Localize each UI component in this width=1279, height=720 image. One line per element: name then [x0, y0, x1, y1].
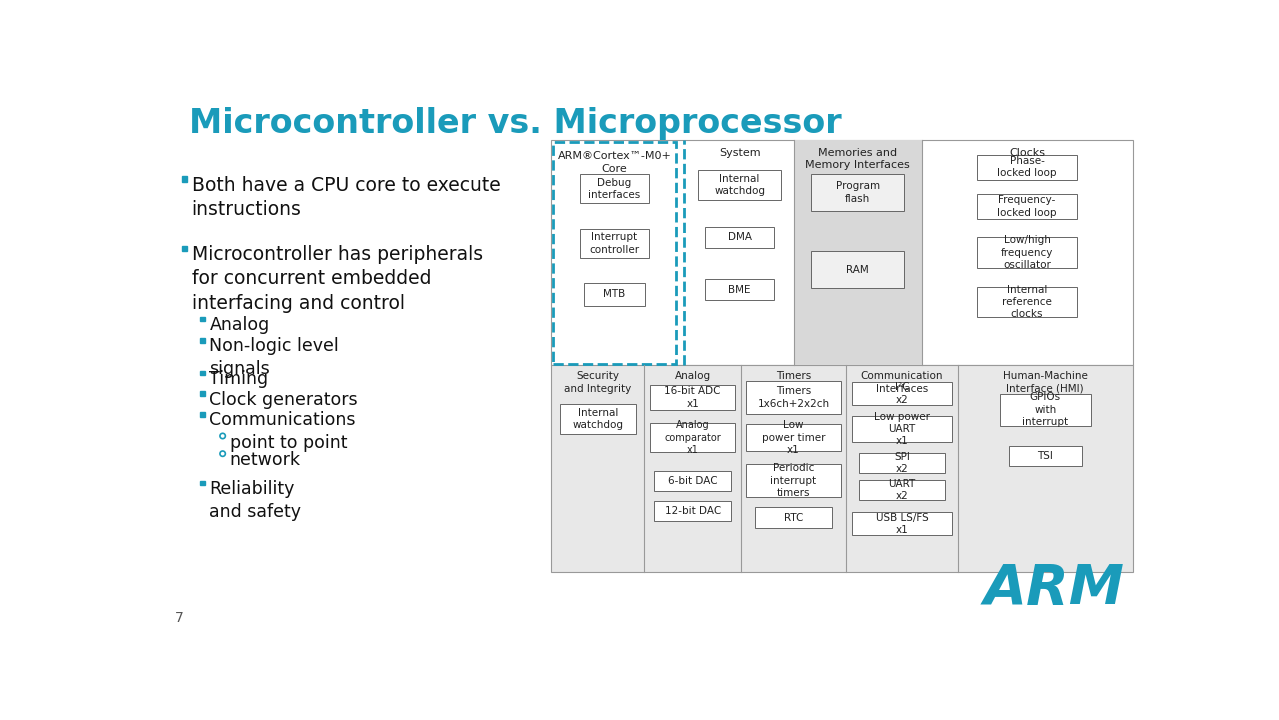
Bar — [977, 287, 1077, 318]
Bar — [551, 365, 1132, 572]
Text: Internal
reference
clocks: Internal reference clocks — [1003, 284, 1053, 320]
Text: I²C
x2: I²C x2 — [895, 382, 909, 405]
Text: Communications: Communications — [210, 411, 356, 429]
Bar — [650, 385, 735, 410]
Text: Internal
watchdog: Internal watchdog — [714, 174, 765, 196]
Text: TSI: TSI — [1037, 451, 1053, 461]
Text: SPI
x2: SPI x2 — [894, 451, 909, 474]
Bar — [585, 283, 645, 306]
Text: Security
and Integrity: Security and Integrity — [564, 372, 632, 394]
Text: Interrupt
controller: Interrupt controller — [590, 233, 640, 255]
Bar — [201, 412, 205, 417]
Text: Debug
interfaces: Debug interfaces — [588, 178, 641, 200]
Bar — [698, 171, 781, 199]
Text: Timers
1x6ch+2x2ch: Timers 1x6ch+2x2ch — [757, 386, 830, 409]
Bar — [182, 176, 187, 182]
Text: UART
x2: UART x2 — [889, 479, 916, 501]
Text: Reliability
and safety: Reliability and safety — [210, 480, 302, 521]
Text: ARM®Cortex™-M0+
Core: ARM®Cortex™-M0+ Core — [558, 151, 671, 174]
Bar — [746, 382, 840, 414]
Text: Periodic
interrupt
timers: Periodic interrupt timers — [770, 463, 816, 498]
Bar — [201, 481, 205, 485]
Bar — [859, 480, 945, 500]
Bar — [811, 251, 904, 288]
Text: 6-bit DAC: 6-bit DAC — [668, 476, 718, 485]
Text: Program
flash: Program flash — [835, 181, 880, 204]
Bar — [859, 453, 945, 473]
Text: ARM: ARM — [984, 562, 1124, 616]
Text: Clocks: Clocks — [1009, 148, 1045, 158]
Text: Timing: Timing — [210, 370, 269, 388]
Bar — [977, 194, 1077, 219]
Text: 12-bit DAC: 12-bit DAC — [665, 506, 721, 516]
Text: point to point: point to point — [230, 433, 347, 451]
Text: Low/high
frequency
oscillator: Low/high frequency oscillator — [1001, 235, 1054, 270]
Bar — [746, 423, 840, 451]
Text: System: System — [719, 148, 761, 158]
Text: 16-bit ADC
x1: 16-bit ADC x1 — [664, 386, 721, 409]
Text: Analog: Analog — [674, 372, 711, 382]
Bar — [551, 140, 1132, 365]
Text: Both have a CPU core to execute
instructions: Both have a CPU core to execute instruct… — [192, 176, 500, 219]
Text: 7: 7 — [175, 611, 184, 626]
Bar — [201, 338, 205, 343]
Bar — [201, 371, 205, 375]
Text: Communication
Interfaces: Communication Interfaces — [861, 372, 943, 394]
Text: Internal
watchdog: Internal watchdog — [572, 408, 623, 431]
Bar — [755, 507, 833, 528]
Text: Analog
comparator
x1: Analog comparator x1 — [664, 420, 721, 455]
Bar — [746, 464, 840, 497]
Bar — [1009, 446, 1082, 466]
Bar — [852, 382, 952, 405]
Text: RAM: RAM — [847, 265, 870, 274]
Text: network: network — [230, 451, 301, 469]
Text: Low
power timer
x1: Low power timer x1 — [762, 420, 825, 455]
Bar — [581, 229, 648, 258]
Text: Human-Machine
Interface (HMI): Human-Machine Interface (HMI) — [1003, 372, 1087, 394]
Text: Timers: Timers — [776, 372, 811, 382]
Bar — [977, 155, 1077, 179]
Bar — [811, 174, 904, 211]
Text: DMA: DMA — [728, 233, 752, 243]
Text: USB LS/FS
x1: USB LS/FS x1 — [876, 513, 929, 535]
Text: Clock generators: Clock generators — [210, 390, 358, 408]
Text: Memories and
Memory Interfaces: Memories and Memory Interfaces — [806, 148, 911, 171]
Bar — [201, 317, 205, 321]
Text: Frequency-
locked loop: Frequency- locked loop — [998, 195, 1056, 217]
Bar — [654, 471, 732, 490]
Text: GPIOs
with
interrupt: GPIOs with interrupt — [1022, 392, 1068, 427]
Text: Low power
UART
x1: Low power UART x1 — [874, 412, 930, 446]
Bar — [794, 140, 922, 365]
Text: RTC: RTC — [784, 513, 803, 523]
Text: Analog: Analog — [210, 316, 270, 334]
Bar — [560, 404, 636, 434]
Bar — [852, 512, 952, 535]
Bar — [553, 142, 677, 364]
Text: Non-logic level
signals: Non-logic level signals — [210, 338, 339, 378]
Bar — [1000, 394, 1091, 426]
Text: Microcontroller has peripherals
for concurrent embedded
interfacing and control: Microcontroller has peripherals for conc… — [192, 245, 482, 312]
Bar — [654, 501, 732, 521]
Bar — [852, 416, 952, 442]
Bar — [705, 227, 775, 248]
Text: Microcontroller vs. Microprocessor: Microcontroller vs. Microprocessor — [189, 107, 842, 140]
Bar — [201, 391, 205, 396]
Bar — [182, 246, 187, 251]
Text: Phase-
locked loop: Phase- locked loop — [998, 156, 1056, 179]
Bar — [977, 238, 1077, 268]
Bar — [581, 174, 648, 204]
Text: MTB: MTB — [604, 289, 625, 300]
Bar — [705, 279, 775, 300]
Text: BME: BME — [728, 284, 751, 294]
Bar — [650, 423, 735, 452]
